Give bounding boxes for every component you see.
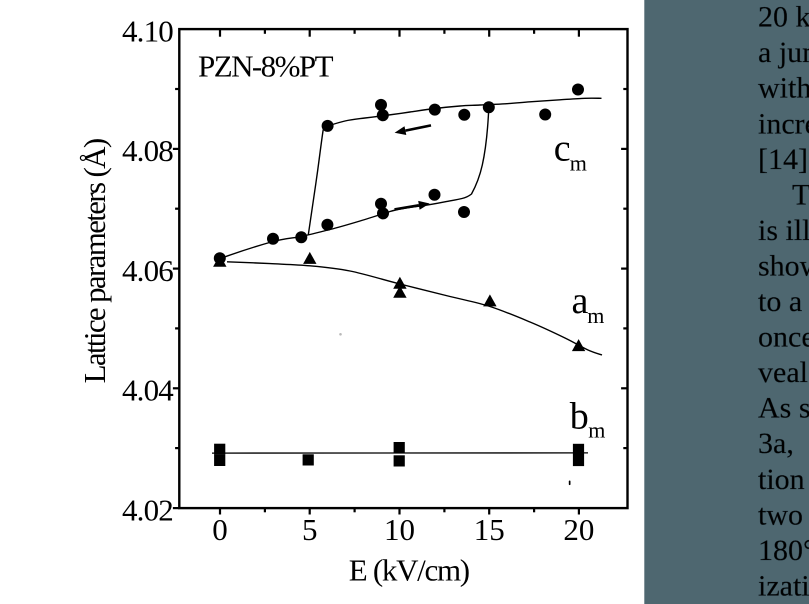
- svg-text:to a s: to a s: [758, 285, 809, 318]
- svg-text:with in: with in: [758, 72, 809, 105]
- svg-text:The m: The m: [792, 178, 809, 211]
- svg-text:two p: two p: [758, 498, 809, 531]
- svg-text:a: a: [572, 280, 589, 322]
- svg-text:b: b: [570, 396, 589, 438]
- svg-text:[14]. Th: [14]. Th: [758, 143, 809, 176]
- svg-text:m: m: [587, 303, 604, 328]
- svg-text:4.02: 4.02: [122, 492, 173, 527]
- svg-text:shown: shown: [758, 250, 809, 283]
- svg-text:a jump: a jump: [758, 36, 809, 69]
- svg-text:once t: once t: [758, 321, 809, 354]
- svg-text:15: 15: [474, 512, 505, 547]
- svg-text:vealed: vealed: [758, 356, 809, 389]
- svg-text:20: 20: [563, 512, 594, 547]
- svg-text:izatio: izatio: [758, 569, 809, 602]
- svg-text:increasi: increasi: [758, 107, 809, 140]
- svg-text:20 kV/cm: 20 kV/cm: [758, 1, 809, 34]
- svg-text:4.08: 4.08: [122, 133, 173, 168]
- svg-text:m: m: [588, 418, 605, 443]
- svg-text:4.04: 4.04: [122, 373, 174, 408]
- svg-text:PZN-8%PT: PZN-8%PT: [198, 49, 334, 84]
- svg-text:4.10: 4.10: [122, 13, 173, 48]
- svg-text:m: m: [570, 151, 587, 176]
- svg-text:As sh: As sh: [758, 392, 809, 425]
- svg-text:is illus: is illus: [758, 214, 809, 247]
- svg-text:5: 5: [302, 512, 318, 547]
- svg-text:0: 0: [212, 512, 228, 547]
- svg-text:E (kV/cm): E (kV/cm): [349, 553, 469, 588]
- svg-text:3a,: 3a,: [758, 427, 794, 460]
- svg-text:Lattice parameters (Å): Lattice parameters (Å): [77, 138, 112, 384]
- svg-text:180° d: 180° d: [758, 534, 809, 567]
- svg-text:4.06: 4.06: [122, 253, 173, 288]
- svg-text:c: c: [554, 128, 571, 170]
- svg-text:tion o: tion o: [758, 463, 809, 496]
- svg-text:10: 10: [384, 512, 415, 547]
